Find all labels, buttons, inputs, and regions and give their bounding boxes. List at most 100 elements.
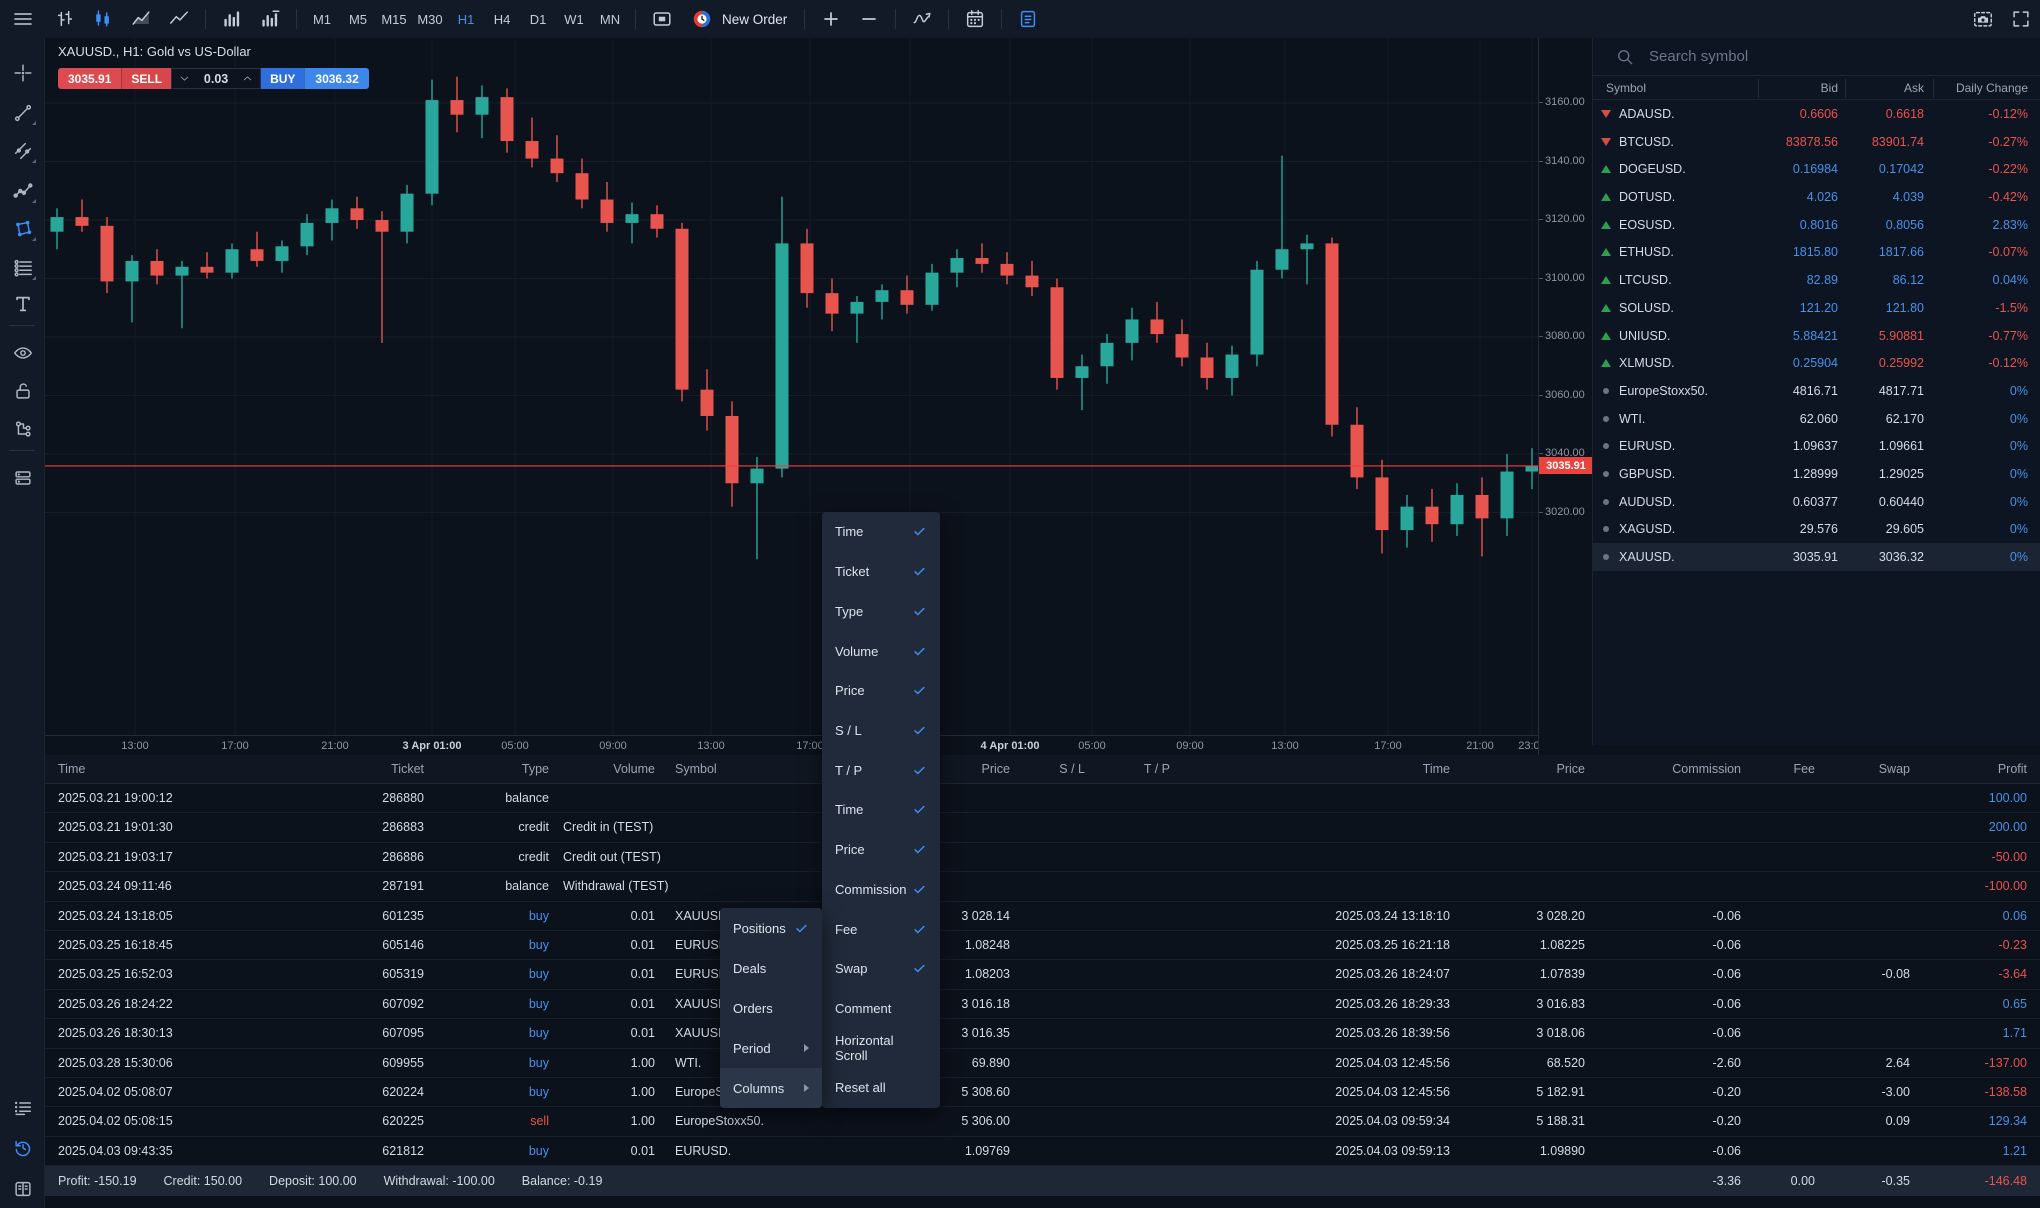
history-column-header-sl[interactable]: S / L (1059, 762, 1085, 776)
timeframe-M15[interactable]: M15 (381, 11, 407, 27)
timeframe-D1[interactable]: D1 (529, 11, 547, 27)
chart-canvas[interactable]: XAUUSD., H1: Gold vs US-Dollar 3035.91 S… (45, 38, 1538, 755)
market-row[interactable]: LTCUSD. 82.89 86.12 0.04% (1593, 266, 2040, 294)
history-column-header-volume[interactable]: Volume (613, 762, 655, 776)
history-column-header-fee[interactable]: Fee (1793, 762, 1815, 776)
new-order-button[interactable]: New Order (681, 0, 797, 38)
history-row[interactable]: 2025.04.02 05:08:15 620225 sell 1.00 EuropeS… (45, 1107, 2040, 1137)
market-watch-column-header[interactable]: Bid (1820, 81, 1838, 95)
price-axis[interactable]: 3035.91 3160.00 3140.00 3120.00 3100.00 3080… (1538, 38, 1593, 755)
menu-item-comment[interactable]: Comment (822, 989, 940, 1029)
market-row[interactable]: EuropeStoxx50. 4816.71 4817.71 0% (1593, 377, 2040, 405)
menu-item-period[interactable]: Period (720, 1028, 822, 1068)
history-row[interactable]: 2025.03.28 15:30:06 609955 buy 1.00 WTI. 69.8… (45, 1049, 2040, 1078)
market-row[interactable]: DOTUSD. 4.026 4.039 -0.42% (1593, 183, 2040, 211)
menu-item-positions[interactable]: Positions (720, 908, 822, 948)
fullscreen-icon[interactable] (2002, 0, 2040, 38)
market-watch-column-header[interactable]: Symbol (1606, 81, 1647, 95)
zoom-out-icon[interactable] (850, 0, 888, 38)
timeframe-W1[interactable]: W1 (564, 11, 584, 27)
candlestick-chart-icon[interactable] (84, 0, 122, 38)
menu-item-ticket[interactable]: Ticket (822, 552, 940, 592)
market-row[interactable]: SOLUSD. 121.20 121.80 -1.5% (1593, 294, 2040, 322)
menu-item-s-l[interactable]: S / L (822, 711, 940, 751)
history-column-header-type[interactable]: Type (521, 762, 549, 776)
chevron-down-icon[interactable] (178, 72, 191, 85)
menu-item-fee[interactable]: Fee (822, 909, 940, 949)
history-column-header-commission[interactable]: Commission (1672, 762, 1741, 776)
history-row[interactable]: 2025.03.21 19:00:12 286880 balance 100.00 (45, 784, 2040, 814)
market-row[interactable]: EURUSD. 1.09637 1.09661 0% (1593, 432, 2040, 460)
trend-line-icon[interactable] (8, 98, 37, 127)
line-chart-icon[interactable] (160, 0, 198, 38)
history-column-header-profit[interactable]: Profit (1997, 762, 2027, 776)
history-row[interactable]: 2025.03.25 16:52:03 605319 buy 0.01 EURUSD. 1… (45, 960, 2040, 990)
market-row[interactable]: EOSUSD. 0.8016 0.8056 2.83% (1593, 211, 2040, 239)
shapes-icon[interactable] (8, 214, 37, 243)
history-row[interactable]: 2025.03.24 13:18:05 601235 buy 0.01 XAUUSD. 3… (45, 902, 2040, 931)
menu-item-time[interactable]: Time (822, 790, 940, 830)
market-row[interactable]: XLMUSD. 0.25904 0.25992 -0.12% (1593, 349, 2040, 377)
indicators-icon[interactable] (903, 0, 941, 38)
history-column-header-price2[interactable]: Price (1556, 762, 1585, 776)
menu-item-commission[interactable]: Commission (822, 869, 940, 909)
menu-item-horizontal-scroll[interactable]: Horizontal Scroll (822, 1028, 940, 1068)
market-row[interactable]: XAGUSD. 29.576 29.605 0% (1593, 515, 2040, 543)
crosshair-icon[interactable] (8, 58, 37, 87)
market-row[interactable]: XAUUSD. 3035.91 3036.32 0% (1593, 543, 2040, 571)
menu-item-reset-all[interactable]: Reset all (822, 1068, 940, 1108)
timeframe-MN[interactable]: MN (599, 11, 621, 27)
menu-item-orders[interactable]: Orders (720, 988, 822, 1028)
tick-volume-icon[interactable] (251, 0, 289, 38)
visibility-icon[interactable] (8, 338, 37, 367)
volume-stepper[interactable]: 0.03 (171, 68, 262, 89)
chart-window-icon[interactable] (643, 0, 681, 38)
history-row[interactable]: 2025.03.25 16:18:45 605146 buy 0.01 EURUSD. 1… (45, 931, 2040, 961)
history-row[interactable]: 2025.03.26 18:30:13 607095 buy 0.01 XAUUSD. 3… (45, 1019, 2040, 1049)
market-row[interactable]: UNIUSD. 5.88421 5.90881 -0.77% (1593, 322, 2040, 350)
history-column-header-time2[interactable]: Time (1422, 762, 1450, 776)
chevron-up-icon[interactable] (241, 72, 254, 85)
menu-item-volume[interactable]: Volume (822, 631, 940, 671)
timeframe-M5[interactable]: M5 (348, 11, 368, 27)
menu-item-columns[interactable]: Columns (720, 1068, 822, 1108)
history-column-header-price[interactable]: Price (981, 762, 1010, 776)
symbol-search[interactable] (1593, 38, 2040, 75)
parallel-channel-icon[interactable] (8, 136, 37, 165)
menu-item-time[interactable]: Time (822, 512, 940, 552)
trade-panel-icon[interactable] (8, 1093, 37, 1122)
text-tool-icon[interactable] (8, 289, 37, 318)
market-row[interactable]: BTCUSD. 83878.56 83901.74 -0.27% (1593, 128, 2040, 156)
menu-item-deals[interactable]: Deals (720, 948, 822, 988)
object-tree-icon[interactable] (8, 414, 37, 443)
history-panel-icon[interactable] (8, 1133, 37, 1162)
history-row[interactable]: 2025.03.21 19:01:30 286883 credit Credit in… (45, 813, 2040, 843)
remove-objects-icon[interactable] (8, 463, 37, 492)
history-row[interactable]: 2025.04.03 09:43:35 621812 buy 0.01 EURUSD. 1… (45, 1137, 2040, 1167)
menu-item-type[interactable]: Type (822, 591, 940, 631)
market-row[interactable]: GBPUSD. 1.28999 1.29025 0% (1593, 460, 2040, 488)
history-column-header-time[interactable]: Time (58, 762, 86, 776)
market-row[interactable]: ETHUSD. 1815.80 1817.66 -0.07% (1593, 238, 2040, 266)
menu-item-t-p[interactable]: T / P (822, 750, 940, 790)
market-row[interactable]: WTI. 62.060 62.170 0% (1593, 405, 2040, 433)
buy-button[interactable]: BUY 3036.32 (261, 68, 369, 89)
calendar-icon[interactable] (956, 0, 994, 38)
market-row[interactable]: ADAUSD. 0.6606 0.6618 -0.12% (1593, 100, 2040, 128)
screenshot-icon[interactable] (1964, 0, 2002, 38)
market-row[interactable]: DOGEUSD. 0.16984 0.17042 -0.22% (1593, 155, 2040, 183)
zoom-in-icon[interactable] (812, 0, 850, 38)
history-column-header-swap[interactable]: Swap (1878, 762, 1910, 776)
bars-chart-icon[interactable] (46, 0, 84, 38)
polyline-icon[interactable] (8, 176, 37, 205)
timeframe-H4[interactable]: H4 (493, 11, 511, 27)
market-watch-column-header[interactable]: Daily Change (1955, 81, 2028, 95)
history-row[interactable]: 2025.03.21 19:03:17 286886 credit Credit ou… (45, 843, 2040, 873)
history-row[interactable]: 2025.03.24 09:11:46 287191 balance Withdraw… (45, 872, 2040, 902)
history-column-header-ticket[interactable]: Ticket (391, 762, 424, 776)
history-column-header-tp[interactable]: T / P (1143, 762, 1170, 776)
timeframe-H1[interactable]: H1 (457, 11, 475, 27)
timeframe-M1[interactable]: M1 (312, 11, 332, 27)
history-row[interactable]: 2025.03.26 18:24:22 607092 buy 0.01 XAUUSD. 3… (45, 990, 2040, 1020)
search-input[interactable] (1649, 48, 1949, 65)
